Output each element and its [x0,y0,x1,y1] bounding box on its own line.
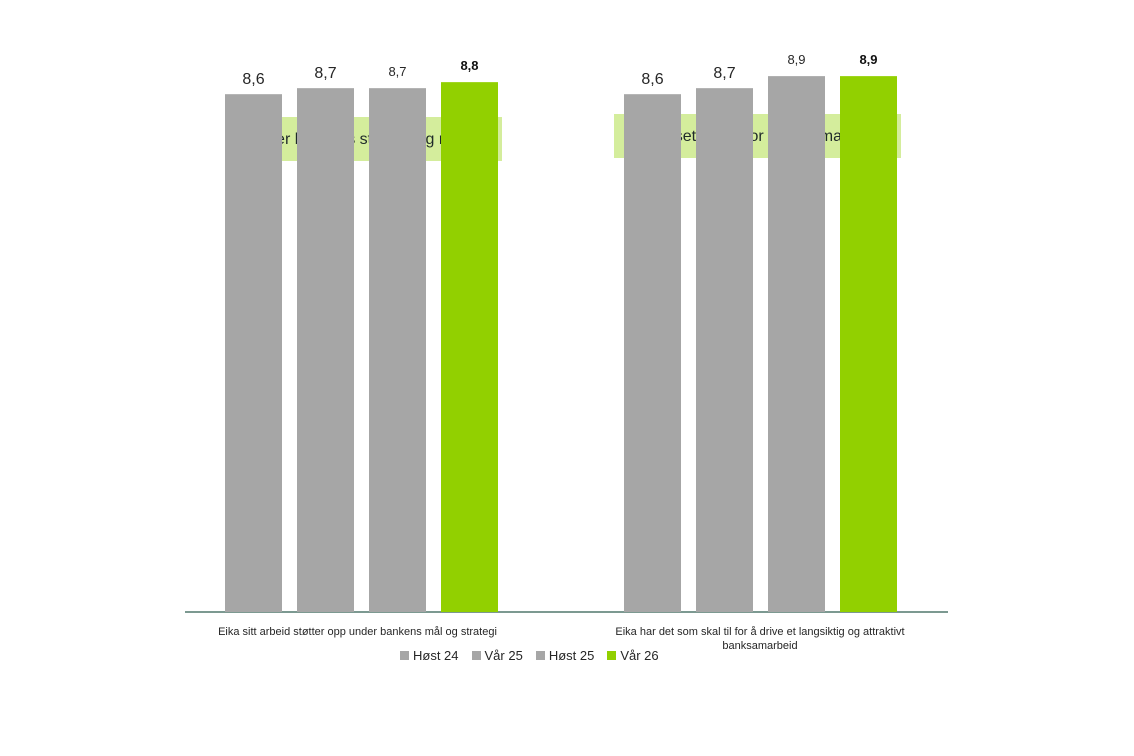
bar-1-3 [369,88,426,613]
data-label-2-3: 8,9 [787,52,805,67]
legend-label: Høst 25 [548,648,595,663]
data-label-1-2: 8,7 [314,65,336,82]
data-label-2-1: 8,6 [641,71,663,88]
data-label-2-2: 8,7 [713,65,735,82]
legend: Høst 24 Vår 25 Høst 25 Vår 26 [400,648,672,663]
data-label-1-4: 8,8 [460,58,478,73]
category-label-banksamarbeid: Eika har det som skal til for å drive et… [615,626,905,652]
data-label-2-4: 8,9 [859,52,877,67]
category-label-strategi: Eika sitt arbeid støtter opp under banke… [218,626,497,638]
legend-swatch [471,651,481,660]
legend-swatch [400,651,409,660]
legend-swatch [607,651,617,660]
bar-1-1 [225,94,282,613]
bar-2-4 [840,76,897,612]
legend-label: Vår 26 [620,648,659,663]
data-label-1-3: 8,7 [388,64,406,79]
legend-item-host25: Høst 25 [535,648,595,663]
legend-item-var25: Vår 25 [471,648,523,663]
bar-1-4 [441,82,498,613]
legend-label: Høst 24 [413,648,459,663]
legend-label: Vår 25 [484,648,523,663]
legend-swatch [535,651,545,660]
bar-2-3 [768,76,825,612]
legend-item-var26: Vår 26 [607,648,659,663]
bar-2-2 [696,88,753,613]
data-label-1-1: 8,6 [242,71,264,88]
bar-2-1 [624,94,681,613]
legend-item-host24: Høst 24 [400,648,459,663]
bar-1-2 [297,88,354,613]
